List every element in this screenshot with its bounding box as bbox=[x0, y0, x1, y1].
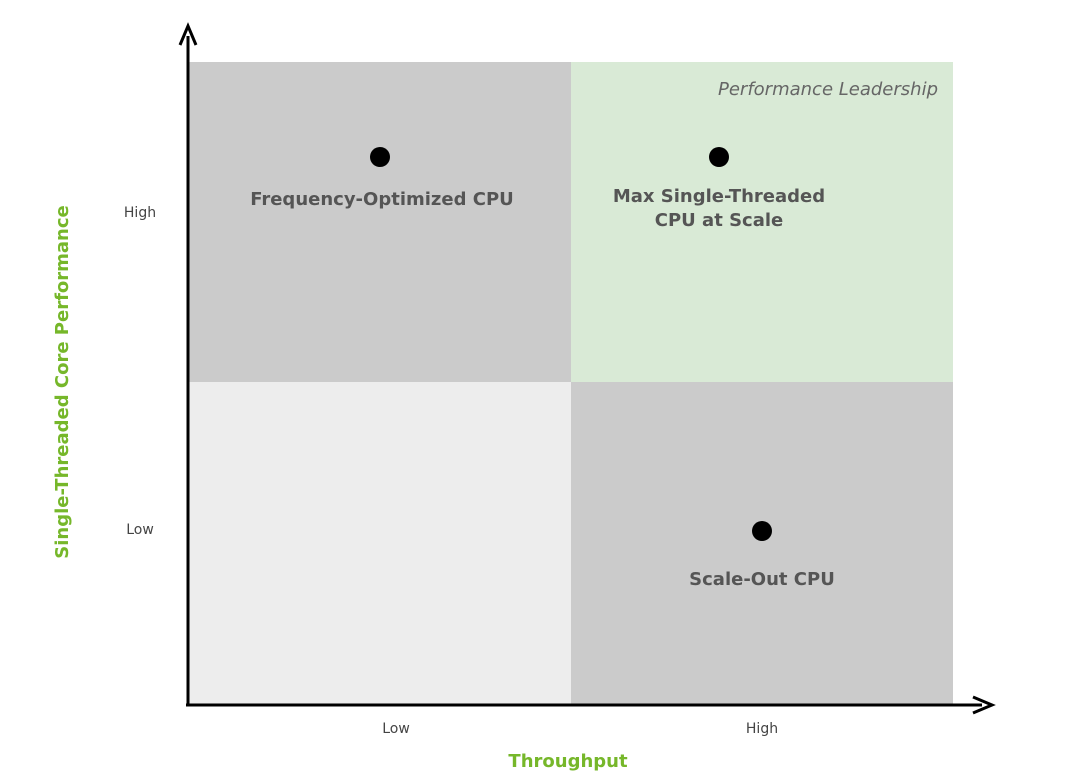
label-frequency-optimized: Frequency-Optimized CPU bbox=[250, 189, 514, 210]
label-scale-out: Scale-Out CPU bbox=[689, 569, 835, 590]
x-axis-arrowhead bbox=[972, 695, 996, 715]
quadrant-bottom-left bbox=[189, 382, 571, 704]
quadrant-top-left bbox=[189, 62, 571, 382]
label-max-single-threaded-line1: Max Single-Threaded bbox=[613, 186, 825, 207]
y-axis-title: Single-Threaded Core Performance bbox=[52, 205, 73, 558]
x-axis-title: Throughput bbox=[508, 751, 628, 772]
label-max-single-threaded-line2: CPU at Scale bbox=[655, 210, 783, 231]
x-tick-high: High bbox=[746, 721, 778, 737]
point-scale-out bbox=[752, 521, 772, 541]
point-frequency-optimized bbox=[370, 147, 390, 167]
performance-leadership-label: Performance Leadership bbox=[718, 79, 938, 100]
quadrant-bottom-right bbox=[571, 382, 953, 704]
point-max-single-threaded bbox=[709, 147, 729, 167]
x-tick-low: Low bbox=[382, 721, 410, 737]
quadrant-top-right bbox=[571, 62, 953, 382]
y-axis-arrowhead bbox=[178, 22, 198, 46]
y-tick-low: Low bbox=[126, 522, 154, 538]
y-tick-high: High bbox=[124, 205, 156, 221]
